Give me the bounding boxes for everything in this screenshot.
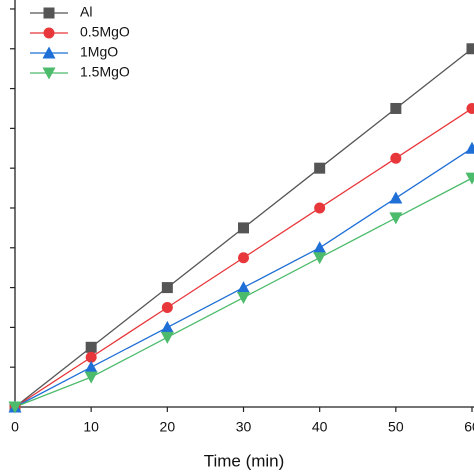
x-tick-label: 20	[160, 419, 176, 435]
marker	[313, 252, 327, 265]
marker	[238, 252, 249, 264]
legend-marker	[42, 67, 56, 80]
marker	[238, 222, 249, 234]
x-tick-label: 40	[312, 419, 328, 435]
marker	[160, 320, 174, 333]
series-line	[14, 147, 473, 408]
marker	[160, 331, 174, 344]
marker	[237, 281, 250, 294]
legend-marker	[43, 7, 55, 19]
marker	[313, 241, 327, 254]
x-tick-label: 50	[388, 419, 404, 435]
marker	[85, 341, 97, 353]
legend-label: 1MgO	[80, 44, 118, 60]
legend-label: 1.5MgO	[80, 64, 130, 80]
marker	[389, 191, 403, 204]
marker	[390, 102, 402, 114]
marker	[466, 43, 474, 55]
x-tick-label: 0	[11, 419, 19, 435]
legend-marker	[43, 27, 55, 39]
marker	[389, 212, 403, 225]
x-tick-label: 30	[236, 419, 252, 435]
x-tick-label: 10	[83, 419, 99, 435]
marker	[390, 152, 402, 164]
marker	[466, 102, 474, 114]
x-tick-label: 60	[464, 419, 474, 435]
marker	[85, 351, 97, 363]
marker	[161, 301, 173, 313]
marker	[237, 292, 250, 305]
marker	[314, 162, 326, 174]
legend-label: Al	[80, 4, 92, 20]
legend-marker	[42, 46, 56, 59]
marker	[314, 202, 326, 214]
marker	[161, 282, 173, 294]
legend-label: 0.5MgO	[80, 24, 130, 40]
marker	[84, 371, 98, 384]
marker	[465, 172, 474, 185]
marker	[84, 360, 98, 373]
marker	[8, 401, 22, 414]
x-axis-title: Time (min)	[204, 451, 285, 470]
marker	[465, 141, 474, 154]
